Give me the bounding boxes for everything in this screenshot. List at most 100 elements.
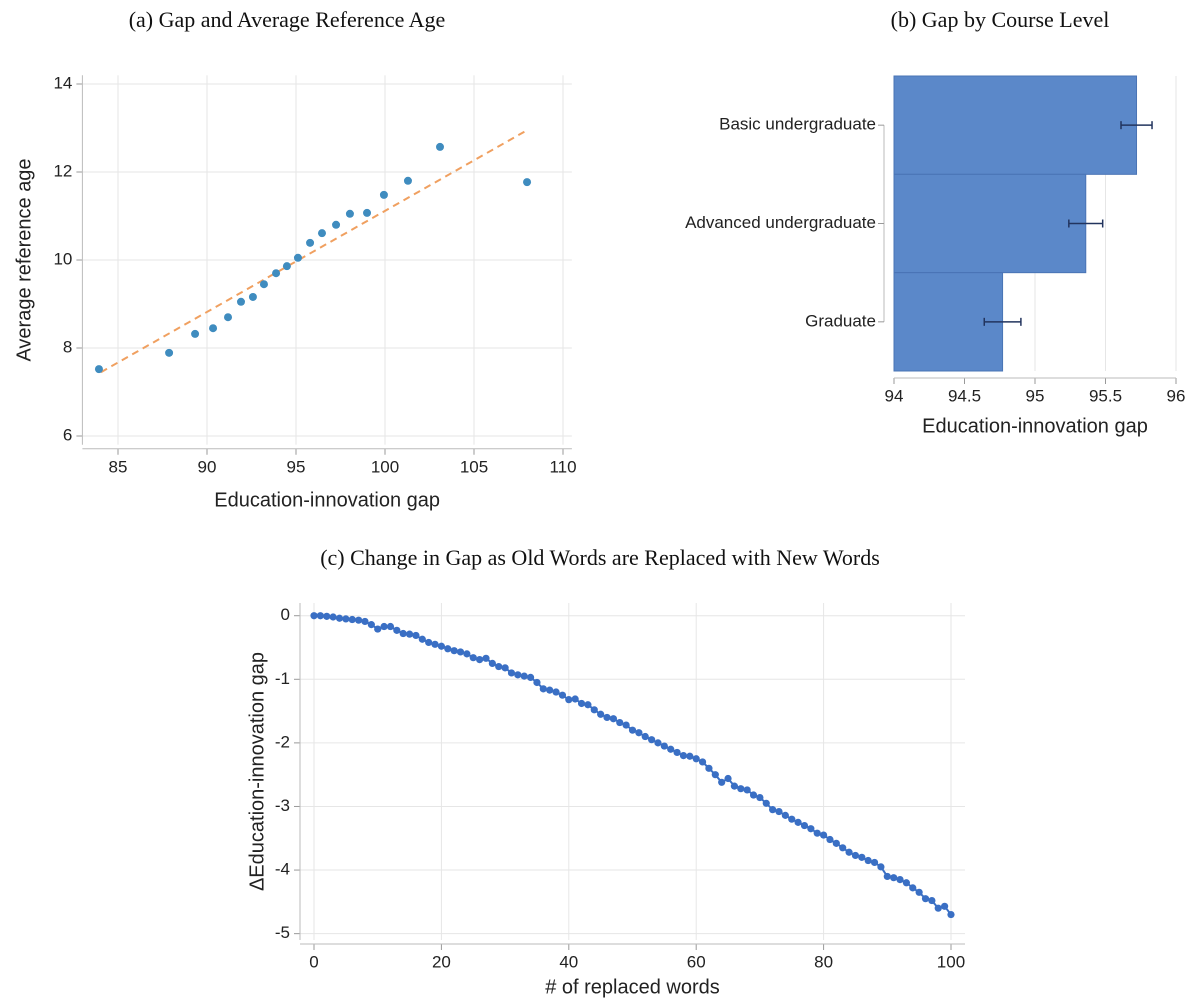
point: [526, 673, 535, 681]
point: [546, 686, 554, 694]
point: [737, 785, 745, 793]
category-label: Graduate: [805, 311, 876, 330]
point: [332, 220, 341, 229]
panel-title: (a) Gap and Average Reference Age: [129, 7, 446, 32]
point: [293, 253, 302, 262]
point: [800, 821, 809, 830]
point: [597, 710, 605, 718]
point: [456, 648, 465, 656]
point: [558, 691, 567, 699]
y-tick-label: 14: [53, 73, 72, 92]
y-tick-label: -5: [275, 923, 290, 942]
point: [743, 786, 751, 794]
point: [236, 297, 245, 306]
point: [915, 888, 923, 896]
point: [399, 629, 407, 638]
x-tick-label: 60: [687, 952, 706, 971]
point: [584, 701, 592, 709]
point: [826, 835, 834, 844]
point: [450, 647, 458, 655]
point: [705, 764, 713, 772]
error-bar: [983, 317, 1022, 326]
panel: (c) Change in Gap as Old Words are Repla…: [246, 545, 965, 998]
point: [577, 699, 586, 708]
point: [379, 190, 388, 199]
x-tick-label: 85: [109, 457, 128, 476]
point: [928, 896, 936, 905]
fit-line: [100, 129, 528, 374]
panel: (a) Gap and Average Reference Age 85 90 95 1…: [13, 7, 576, 511]
point: [749, 791, 758, 799]
point: [355, 616, 363, 624]
point: [310, 612, 318, 620]
point: [259, 280, 268, 289]
category-label: Basic undergraduate: [719, 115, 876, 134]
x-tick-label: 80: [814, 952, 833, 971]
point: [348, 615, 356, 624]
y-tick-label: -2: [275, 732, 290, 751]
point: [482, 654, 490, 662]
point: [711, 771, 719, 779]
y-tick-label: -4: [275, 860, 290, 879]
x-tick-label: 0: [309, 952, 318, 971]
x-tick-label: 100: [937, 952, 965, 971]
point: [839, 844, 847, 852]
point: [431, 640, 439, 648]
point: [323, 612, 331, 620]
point: [941, 902, 949, 910]
point: [539, 685, 547, 693]
point: [858, 853, 866, 861]
point: [329, 613, 337, 621]
panel-title: (b) Gap by Course Level: [891, 7, 1110, 32]
y-tick-label: 12: [53, 161, 72, 180]
point: [316, 612, 324, 620]
x-tick-label: 95: [287, 457, 306, 476]
point: [412, 631, 420, 640]
point: [819, 831, 828, 839]
point: [209, 324, 218, 333]
point: [769, 806, 777, 814]
point: [523, 178, 532, 187]
x-tick-label: 95: [1026, 386, 1045, 405]
point: [393, 626, 401, 634]
point: [628, 726, 637, 734]
point: [418, 635, 426, 643]
point: [403, 176, 412, 185]
point: [436, 142, 445, 151]
x-axis-label: # of replaced words: [545, 976, 720, 998]
x-tick-label: 110: [549, 457, 576, 476]
point: [507, 669, 516, 677]
point: [386, 622, 395, 631]
point: [571, 695, 579, 703]
point: [609, 715, 617, 723]
point: [425, 638, 433, 647]
y-tick-label: 8: [63, 337, 72, 356]
bar: [893, 173, 1087, 274]
panel-title: (c) Change in Gap as Old Words are Repla…: [320, 545, 880, 570]
point: [463, 650, 471, 658]
point: [191, 329, 200, 338]
point: [374, 625, 382, 633]
point: [317, 229, 326, 238]
point: [794, 818, 802, 826]
point: [686, 752, 694, 760]
point: [367, 621, 375, 629]
x-tick-label: 95.5: [1089, 386, 1122, 405]
point: [832, 839, 840, 847]
point: [896, 875, 904, 884]
point: [94, 365, 103, 374]
x-axis-label: Education-innovation gap: [214, 489, 440, 511]
point: [444, 645, 452, 653]
point: [437, 642, 446, 650]
point: [890, 874, 898, 882]
error-bar: [1068, 219, 1104, 228]
panel: (b) Gap by Course Level 94 94.5 95 95.5 96 Edu…: [685, 7, 1185, 437]
point: [342, 615, 350, 623]
point: [361, 617, 369, 626]
point: [282, 262, 291, 271]
point: [851, 851, 860, 860]
point: [514, 671, 522, 679]
point: [756, 793, 764, 802]
point: [864, 856, 872, 865]
